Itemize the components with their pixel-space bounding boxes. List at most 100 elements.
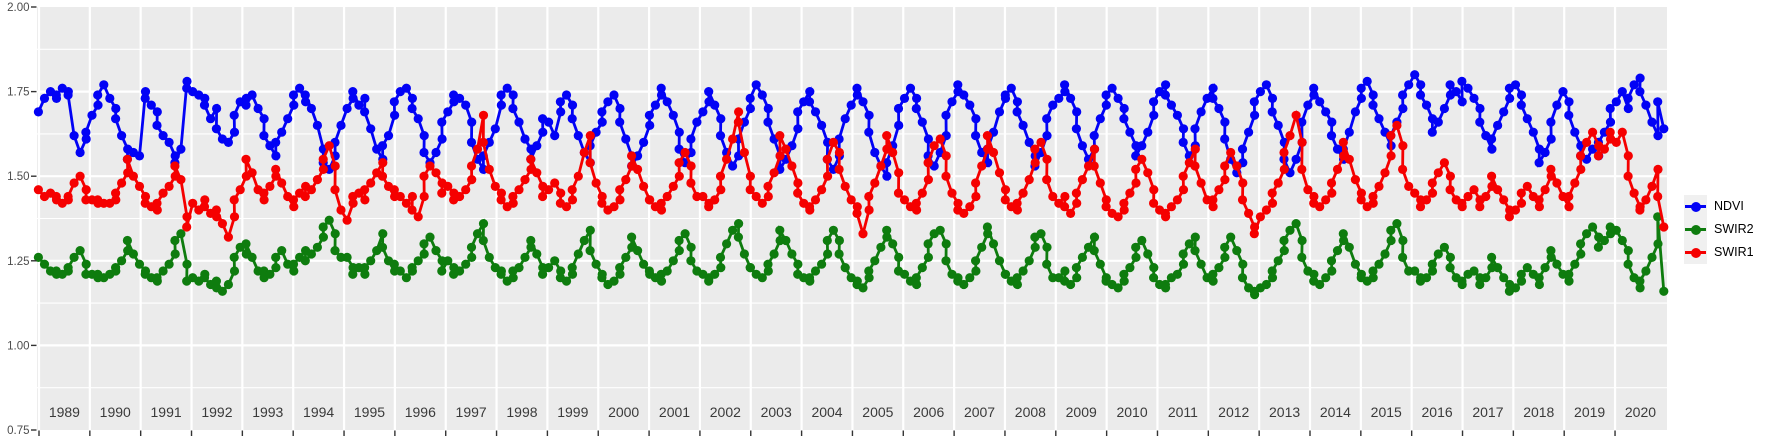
swir1-point bbox=[1060, 202, 1070, 212]
ndvi-point bbox=[1042, 114, 1052, 124]
ndvi-point bbox=[941, 110, 951, 120]
swir1-point bbox=[128, 171, 138, 181]
year-label: 2017 bbox=[1472, 404, 1503, 420]
year-label: 2004 bbox=[811, 404, 842, 420]
swir1-point bbox=[1024, 175, 1034, 185]
ndvi-point bbox=[1267, 107, 1277, 117]
swir1-point bbox=[1166, 202, 1176, 212]
swir2-point bbox=[1066, 279, 1076, 290]
swir1-point bbox=[217, 219, 227, 229]
swir1-point bbox=[728, 134, 738, 144]
year-label: 2005 bbox=[862, 404, 893, 420]
swir2-point bbox=[170, 235, 180, 246]
ndvi-point bbox=[804, 97, 815, 107]
swir2-point bbox=[1261, 279, 1271, 290]
swir1-point bbox=[443, 181, 453, 191]
ndvi-point bbox=[1143, 127, 1153, 137]
swir2-point bbox=[1582, 229, 1592, 239]
swir1-point bbox=[775, 131, 785, 141]
ndvi-point bbox=[1445, 80, 1455, 90]
year-label: 2019 bbox=[1574, 404, 1605, 420]
ndvi-point bbox=[1410, 70, 1420, 80]
swir2-point bbox=[1119, 276, 1129, 286]
swir2-point bbox=[585, 225, 595, 235]
swir1-point bbox=[1190, 144, 1200, 154]
swir2-point bbox=[971, 256, 981, 266]
swir2-series bbox=[33, 212, 1669, 300]
swir1-point bbox=[336, 205, 346, 215]
swir1-point bbox=[1481, 191, 1491, 202]
ndvi-point bbox=[894, 120, 904, 130]
swir1-point bbox=[745, 185, 755, 195]
ndvi-point bbox=[745, 93, 755, 103]
ndvi-point bbox=[751, 80, 761, 90]
ndvi-point bbox=[609, 90, 619, 100]
ndvi-point bbox=[1119, 114, 1129, 124]
swir1-point bbox=[710, 195, 720, 205]
swir1-point bbox=[1285, 131, 1295, 141]
swir2-point bbox=[739, 249, 750, 259]
swir2-point bbox=[229, 252, 239, 262]
swir2-point bbox=[1321, 273, 1331, 283]
swir1-point bbox=[1546, 164, 1556, 174]
ndvi-point bbox=[538, 127, 548, 137]
swir2-point bbox=[63, 263, 73, 273]
swir1-point bbox=[378, 158, 388, 168]
swir1-point bbox=[200, 195, 210, 205]
ndvi-point bbox=[271, 151, 281, 161]
swir2-point bbox=[1617, 235, 1627, 246]
swir1-point bbox=[1427, 178, 1437, 188]
ndvi-point bbox=[1510, 80, 1521, 90]
year-label: 2000 bbox=[608, 404, 639, 420]
swir2-point bbox=[1635, 276, 1645, 286]
swir2-point bbox=[158, 266, 168, 276]
swir1-point bbox=[1190, 161, 1200, 171]
ndvi-point bbox=[271, 137, 281, 147]
ndvi-point bbox=[656, 90, 667, 100]
swir1-point bbox=[597, 198, 607, 208]
swir2-point bbox=[229, 266, 240, 276]
swir2-point bbox=[1267, 266, 1277, 276]
swir2-point bbox=[1522, 263, 1532, 273]
swir2-point bbox=[152, 273, 162, 283]
swir1-point bbox=[199, 202, 210, 212]
swir2-point bbox=[567, 269, 578, 279]
ndvi-point bbox=[140, 87, 151, 97]
swir1-point bbox=[300, 191, 310, 202]
swir2-point bbox=[1208, 276, 1218, 286]
swir1-point bbox=[1226, 147, 1236, 158]
ndvi-point bbox=[1416, 80, 1426, 90]
swir1-point bbox=[212, 212, 222, 222]
ndvi-point bbox=[1617, 87, 1627, 97]
swir2-point bbox=[1326, 256, 1337, 266]
ndvi-point bbox=[567, 114, 577, 124]
legend-entry-swir1: SWIR1 bbox=[1684, 241, 1754, 264]
swir1-point bbox=[508, 191, 518, 202]
swir1-point bbox=[318, 154, 328, 164]
swir2-point bbox=[1653, 239, 1663, 249]
swir2-point bbox=[733, 232, 744, 242]
swir2-point bbox=[674, 246, 684, 256]
swir2-point bbox=[982, 222, 993, 232]
ndvi-point bbox=[152, 120, 162, 130]
swir2-point bbox=[1469, 266, 1479, 276]
swir1-point bbox=[235, 185, 245, 195]
ndvi-point bbox=[176, 144, 186, 154]
ndvi-point bbox=[810, 107, 821, 117]
swir2-point bbox=[377, 242, 388, 252]
swir1-point bbox=[994, 168, 1005, 178]
swir1-point bbox=[1593, 151, 1603, 161]
swir1-point bbox=[389, 185, 399, 195]
swir2-point bbox=[864, 266, 874, 276]
swir2-point bbox=[247, 252, 257, 262]
year-label: 2014 bbox=[1320, 404, 1351, 420]
ndvi-point bbox=[1552, 100, 1562, 110]
swir2-point bbox=[1398, 235, 1408, 246]
ndvi-point bbox=[360, 93, 370, 103]
swir2-point bbox=[461, 259, 471, 269]
swir1-point bbox=[1380, 168, 1390, 178]
swir1-point bbox=[1273, 178, 1283, 188]
swir1-point bbox=[1042, 154, 1052, 164]
swir1-point bbox=[1089, 161, 1099, 171]
year-label: 1994 bbox=[303, 404, 334, 420]
